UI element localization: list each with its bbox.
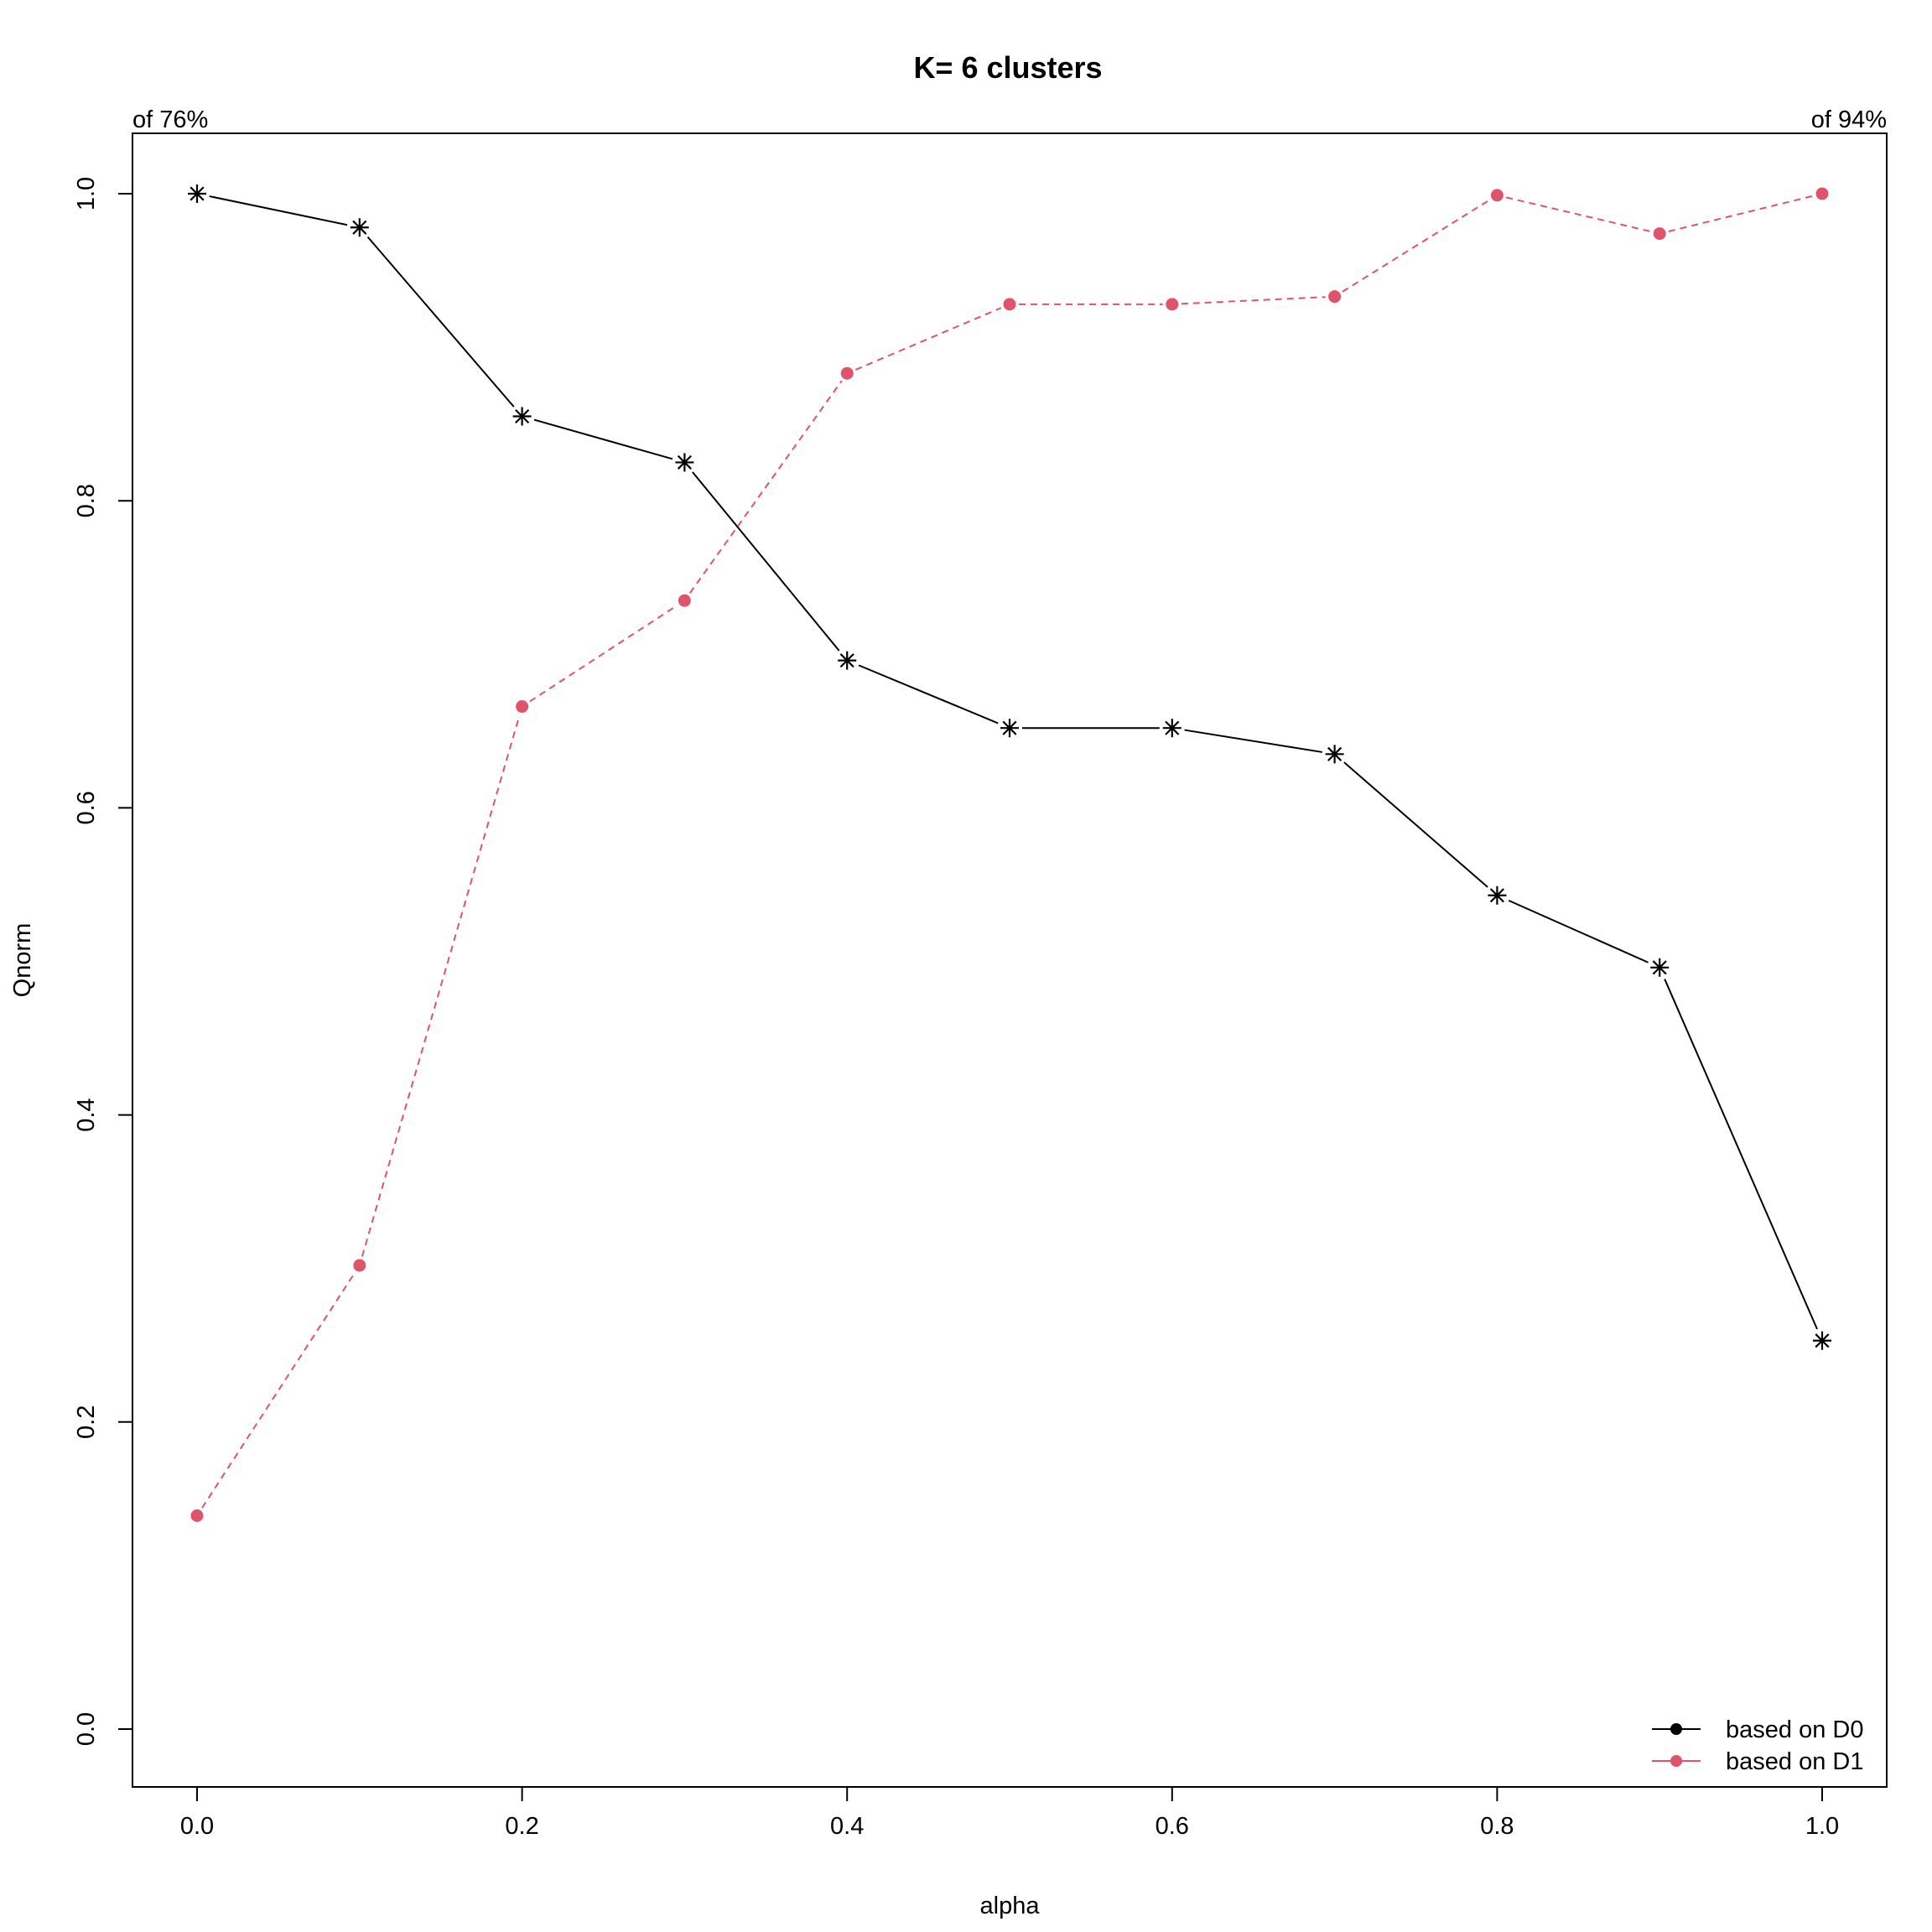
series-layer (188, 184, 1831, 1522)
series-segment (854, 307, 1002, 371)
series-segment (209, 195, 348, 226)
legend-item-based-on-d0: based on D0 (1652, 1716, 1863, 1743)
series-segment (1343, 761, 1488, 888)
y-axis: 0.0 0.2 0.4 0.6 0.8 1.0 (73, 177, 133, 1746)
data-point (1328, 290, 1342, 304)
series-segment (1668, 195, 1814, 232)
legend-marker (1670, 1723, 1682, 1735)
data-point (1813, 1331, 1831, 1350)
series-segment (529, 605, 678, 703)
series-segment (1664, 979, 1818, 1330)
asterisk-stroke (190, 186, 205, 201)
x-tick-label: 0.0 (180, 1813, 214, 1840)
x-tick-label: 0.8 (1480, 1813, 1514, 1840)
asterisk-stroke (1489, 888, 1504, 903)
legend-marker (1670, 1755, 1682, 1767)
data-point (675, 453, 694, 472)
series-based-on-d0 (188, 184, 1831, 1350)
y-tick-label: 0.4 (73, 1098, 100, 1131)
y-tick-label: 0.2 (73, 1405, 100, 1439)
data-point (678, 594, 691, 607)
data-point (1650, 958, 1670, 977)
series-segment (692, 471, 840, 652)
data-point (840, 366, 854, 380)
x-axis-label: alpha (980, 1893, 1041, 1919)
legend-label: based on D0 (1726, 1716, 1863, 1743)
asterisk-stroke (515, 408, 530, 424)
asterisk-stroke (1165, 720, 1180, 735)
series-segment (1505, 196, 1651, 233)
data-point (838, 651, 857, 670)
series-segment (366, 236, 515, 408)
asterisk-stroke (352, 220, 367, 235)
chart-title: K= 6 clusters (913, 50, 1102, 85)
asterisk-stroke (839, 653, 854, 668)
y-tick-label: 0.8 (73, 484, 100, 517)
series-segment (361, 714, 521, 1257)
x-tick-label: 0.4 (830, 1813, 864, 1840)
series-segment (1184, 729, 1322, 753)
y-tick-label: 1.0 (73, 177, 100, 210)
data-point (512, 407, 532, 426)
data-point (1488, 886, 1507, 905)
data-point (1166, 298, 1179, 311)
data-point (1490, 189, 1504, 202)
legend-label: based on D1 (1726, 1748, 1863, 1775)
data-point (1003, 298, 1016, 311)
y-tick-label: 0.6 (73, 791, 100, 824)
x-axis: 0.0 0.2 0.4 0.6 0.8 1.0 (180, 1786, 1839, 1840)
y-tick-label: 0.0 (73, 1712, 100, 1746)
data-point (1653, 227, 1666, 241)
series-segment (1342, 199, 1490, 293)
data-point (188, 184, 206, 203)
series-based-on-d1 (190, 187, 1829, 1522)
asterisk-stroke (677, 454, 692, 470)
x-tick-label: 0.2 (505, 1813, 538, 1840)
series-segment (858, 664, 999, 724)
x-tick-label: 0.6 (1156, 1813, 1189, 1840)
data-point (1815, 187, 1829, 200)
asterisk-stroke (1652, 960, 1667, 975)
data-point (1000, 719, 1019, 738)
series-segment (533, 418, 673, 460)
data-point (350, 218, 369, 237)
asterisk-stroke (1327, 746, 1343, 761)
data-point (190, 1509, 204, 1522)
asterisk-stroke (1002, 720, 1017, 735)
series-segment (1508, 899, 1649, 963)
annotation-right: of 94% (1811, 106, 1887, 133)
data-point (1162, 719, 1182, 738)
series-segment (1181, 296, 1326, 305)
data-point (1325, 745, 1344, 764)
series-segment (688, 380, 843, 594)
legend-item-based-on-d1: based on D1 (1652, 1748, 1863, 1775)
x-tick-label: 1.0 (1805, 1813, 1839, 1840)
legend: based on D0 based on D1 (1652, 1716, 1863, 1775)
y-axis-label: Qnorm (9, 923, 36, 998)
data-point (516, 700, 529, 714)
annotation-left: of 76% (132, 106, 208, 133)
asterisk-stroke (1815, 1333, 1830, 1348)
data-point (353, 1259, 366, 1272)
